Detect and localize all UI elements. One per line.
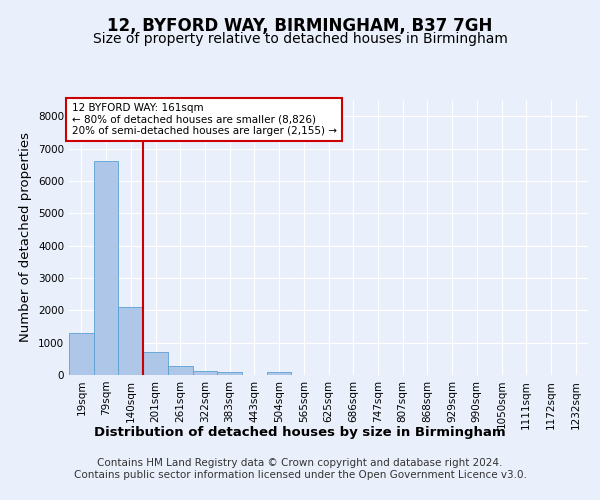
Text: Distribution of detached houses by size in Birmingham: Distribution of detached houses by size …	[94, 426, 506, 439]
Text: Contains HM Land Registry data © Crown copyright and database right 2024.: Contains HM Land Registry data © Crown c…	[97, 458, 503, 468]
Bar	[193, 371, 217, 375]
Bar	[69, 333, 94, 375]
Bar	[168, 366, 193, 375]
Text: Contains public sector information licensed under the Open Government Licence v3: Contains public sector information licen…	[74, 470, 526, 480]
Bar	[94, 162, 118, 375]
Y-axis label: Number of detached properties: Number of detached properties	[19, 132, 32, 342]
Bar	[267, 372, 292, 375]
Bar	[217, 372, 242, 375]
Bar	[118, 307, 143, 375]
Text: Size of property relative to detached houses in Birmingham: Size of property relative to detached ho…	[92, 32, 508, 46]
Bar	[143, 352, 168, 375]
Text: 12 BYFORD WAY: 161sqm
← 80% of detached houses are smaller (8,826)
20% of semi-d: 12 BYFORD WAY: 161sqm ← 80% of detached …	[71, 103, 337, 136]
Text: 12, BYFORD WAY, BIRMINGHAM, B37 7GH: 12, BYFORD WAY, BIRMINGHAM, B37 7GH	[107, 18, 493, 36]
